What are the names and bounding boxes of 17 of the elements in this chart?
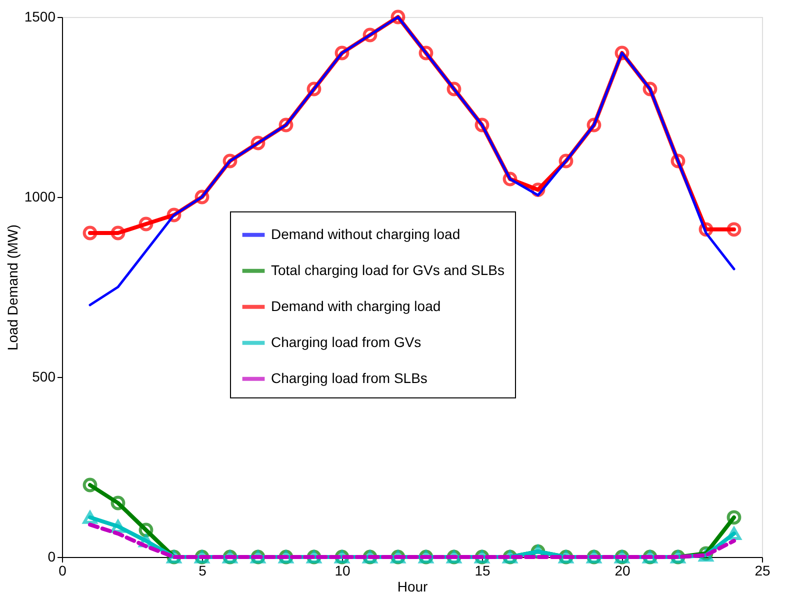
- y-axis-title: Load Demand (MW): [4, 224, 20, 351]
- y-tick-label: 1000: [24, 188, 56, 204]
- y-tick-label: 500: [32, 368, 56, 384]
- legend-label: Charging load from SLBs: [271, 370, 428, 386]
- x-tick-label: 5: [198, 562, 207, 578]
- legend-label: Demand with charging load: [271, 298, 441, 314]
- x-tick-label: 20: [614, 562, 630, 578]
- x-tick-label: 10: [334, 562, 350, 578]
- legend-label: Total charging load for GVs and SLBs: [271, 262, 504, 278]
- x-tick-label: 0: [58, 562, 67, 578]
- legend-label: Charging load from GVs: [271, 334, 422, 350]
- x-axis-title: Hour: [397, 578, 428, 594]
- legend-label: Demand without charging load: [271, 226, 460, 242]
- x-tick-label: 25: [754, 562, 770, 578]
- x-tick-label: 15: [474, 562, 490, 578]
- y-tick-label: 0: [48, 548, 56, 564]
- y-tick-label: 1500: [24, 8, 56, 24]
